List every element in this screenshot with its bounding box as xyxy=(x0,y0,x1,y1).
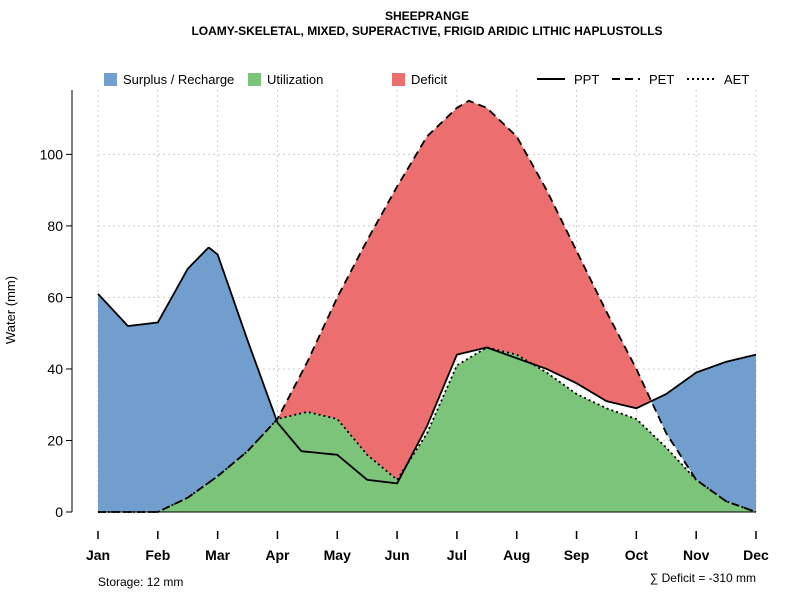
utilization-area xyxy=(98,347,756,512)
deficit-annotation: ∑ Deficit = -310 mm xyxy=(650,571,756,585)
deficit-area xyxy=(98,100,756,512)
legend-label-pet: PET xyxy=(649,72,674,87)
legend-label-aet: AET xyxy=(724,72,749,87)
aet-line xyxy=(98,346,757,513)
y-tick-label: 40 xyxy=(47,361,63,377)
chart-subtitle: LOAMY-SKELETAL, MIXED, SUPERACTIVE, FRIG… xyxy=(191,24,662,38)
x-tick-label: Dec xyxy=(743,547,769,563)
x-tick-label: Nov xyxy=(683,547,710,563)
x-tick-label: Mar xyxy=(205,547,230,563)
chart-title: SHEEPRANGE xyxy=(385,9,469,23)
legend-swatch-surplus xyxy=(104,73,117,86)
plot-area: 0 20 40 60 80 100 Jan Feb Mar Apr May Jun Jul Aug Sep O… xyxy=(40,90,769,563)
x-tick-label: Sep xyxy=(564,547,590,563)
x-tick-label: Jul xyxy=(447,547,467,563)
y-tick-label: 60 xyxy=(47,289,63,305)
legend-label-ppt: PPT xyxy=(574,72,599,87)
legend-swatch-utilization xyxy=(248,73,261,86)
pet-line xyxy=(98,99,757,513)
legend-swatch-deficit xyxy=(392,73,405,86)
y-axis-label: Water (mm) xyxy=(3,276,18,344)
x-tick-label: Apr xyxy=(265,547,290,563)
x-tick-label: Aug xyxy=(503,547,530,563)
x-tick-label: Jan xyxy=(86,547,110,563)
x-tick-label: Oct xyxy=(625,547,649,563)
y-tick-label: 80 xyxy=(47,218,63,234)
y-tick-label: 0 xyxy=(55,504,63,520)
x-tick-label: Jun xyxy=(385,547,410,563)
storage-annotation: Storage: 12 mm xyxy=(98,575,183,589)
x-tick-label: May xyxy=(324,547,351,563)
y-tick-label: 100 xyxy=(40,146,64,162)
surplus-recharge-area xyxy=(98,100,756,512)
y-tick-label: 20 xyxy=(47,432,63,448)
legend-label-surplus: Surplus / Recharge xyxy=(123,72,234,87)
x-tick-label: Feb xyxy=(145,547,170,563)
legend: Surplus / Recharge Utilization Deficit P… xyxy=(104,72,749,87)
ppt-line xyxy=(97,246,757,485)
legend-label-deficit: Deficit xyxy=(411,72,448,87)
legend-label-utilization: Utilization xyxy=(267,72,323,87)
